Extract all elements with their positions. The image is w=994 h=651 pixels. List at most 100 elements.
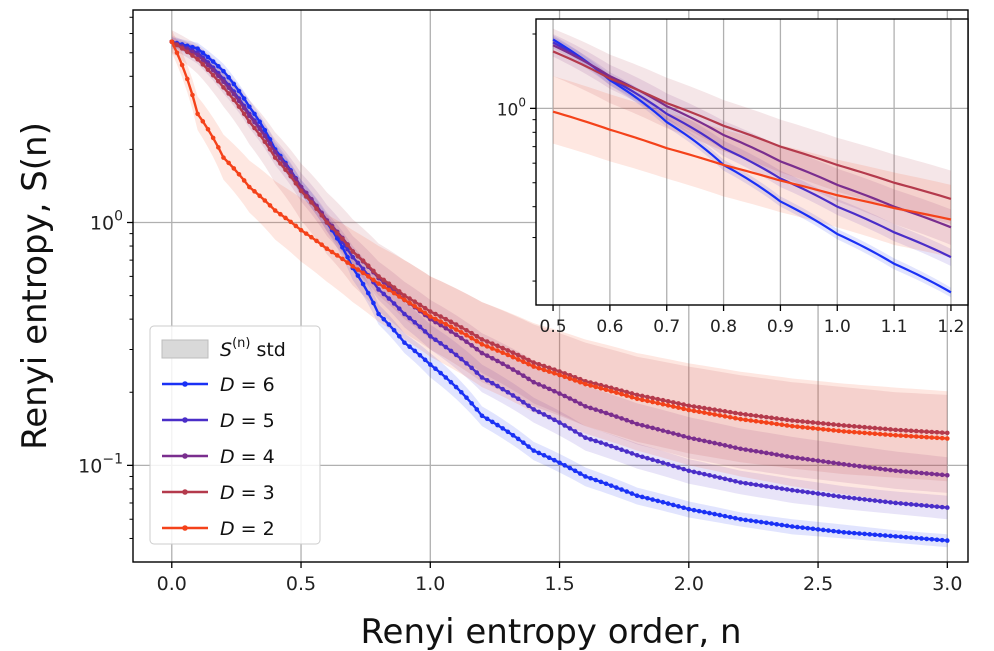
data-point-d3 bbox=[371, 268, 376, 274]
data-point-d4 bbox=[872, 465, 878, 471]
data-point-d4 bbox=[914, 470, 919, 475]
data-point-d5 bbox=[376, 287, 381, 292]
data-point-d6 bbox=[738, 516, 743, 522]
data-point-d5 bbox=[665, 462, 671, 467]
data-point-d3 bbox=[846, 423, 852, 429]
data-point-d2 bbox=[779, 422, 785, 428]
data-point-d6 bbox=[360, 281, 366, 287]
legend-value: 4 bbox=[263, 446, 275, 468]
data-point-d5 bbox=[934, 504, 940, 509]
data-point-d3 bbox=[696, 405, 702, 410]
data-point-d5 bbox=[350, 254, 356, 260]
data-point-d5 bbox=[712, 474, 717, 479]
data-point-d4 bbox=[619, 416, 624, 421]
data-point-d5 bbox=[500, 386, 505, 392]
inset-line-d3 bbox=[552, 50, 952, 200]
data-point-d6 bbox=[474, 407, 480, 412]
main-y-tick-label-base: 10 bbox=[90, 213, 114, 235]
data-point-d3 bbox=[888, 427, 893, 432]
data-point-d2 bbox=[381, 284, 387, 290]
data-point-d3 bbox=[945, 430, 950, 436]
data-point-d3 bbox=[805, 419, 811, 425]
data-point-d4 bbox=[608, 412, 614, 418]
inset-x-tick-label: 1.1 bbox=[881, 317, 908, 337]
data-point-d4 bbox=[851, 463, 857, 468]
data-point-d3 bbox=[283, 167, 288, 172]
data-point-d3 bbox=[210, 72, 216, 78]
data-point-d5 bbox=[717, 475, 723, 480]
data-point-d2 bbox=[557, 372, 562, 378]
data-point-d5 bbox=[402, 311, 407, 317]
data-point-d3 bbox=[784, 417, 790, 423]
data-point-d6 bbox=[934, 537, 940, 543]
data-point-d3 bbox=[241, 111, 247, 117]
data-point-d2 bbox=[216, 145, 221, 150]
data-point-d3 bbox=[448, 319, 454, 325]
main-y-tick-label: 100 bbox=[90, 209, 123, 235]
data-point-d3 bbox=[272, 155, 278, 160]
data-point-d5 bbox=[396, 306, 402, 311]
data-point-d3 bbox=[572, 374, 578, 380]
data-point-d2 bbox=[210, 135, 216, 141]
data-point-d4 bbox=[795, 455, 800, 461]
data-point-d5 bbox=[779, 486, 785, 491]
data-point-d2 bbox=[443, 321, 449, 327]
data-point-d2 bbox=[350, 264, 356, 269]
data-point-d2 bbox=[624, 393, 630, 398]
data-point-d2 bbox=[272, 208, 278, 213]
data-point-d3 bbox=[929, 429, 935, 435]
data-point-d2 bbox=[309, 234, 314, 240]
data-point-d3 bbox=[345, 242, 350, 248]
data-point-d4 bbox=[562, 393, 568, 399]
data-point-d5 bbox=[459, 356, 464, 362]
data-point-d2 bbox=[774, 421, 779, 427]
data-point-d6 bbox=[686, 506, 692, 512]
data-point-d2 bbox=[851, 429, 857, 435]
legend-label-d2: D = 2 bbox=[220, 518, 275, 540]
data-point-d3 bbox=[810, 420, 816, 425]
data-point-d3 bbox=[396, 289, 402, 294]
data-point-d6 bbox=[914, 535, 919, 541]
data-point-d2 bbox=[490, 346, 495, 351]
data-point-d6 bbox=[764, 520, 769, 526]
data-point-d6 bbox=[836, 529, 842, 535]
data-point-d6 bbox=[345, 254, 350, 260]
main-x-tick-label: 3.0 bbox=[932, 573, 962, 595]
data-point-d6 bbox=[603, 481, 609, 487]
data-point-d4 bbox=[515, 370, 521, 375]
data-point-d2 bbox=[298, 227, 304, 233]
data-point-d3 bbox=[412, 299, 418, 304]
data-point-d5 bbox=[908, 502, 914, 507]
data-point-d2 bbox=[179, 62, 185, 68]
data-point-d3 bbox=[278, 161, 283, 166]
data-point-d6 bbox=[722, 513, 728, 519]
data-point-d2 bbox=[546, 369, 552, 374]
data-point-d3 bbox=[882, 426, 888, 432]
data-point-d4 bbox=[634, 421, 640, 427]
data-point-d4 bbox=[531, 379, 536, 385]
data-point-d6 bbox=[448, 379, 454, 385]
data-point-d3 bbox=[443, 316, 449, 322]
legend-std-text: std bbox=[256, 339, 285, 361]
data-point-d2 bbox=[427, 314, 433, 319]
data-point-d4 bbox=[924, 471, 929, 476]
data-point-d2 bbox=[934, 435, 940, 441]
data-point-d6 bbox=[355, 273, 361, 278]
data-point-d5 bbox=[427, 333, 433, 339]
data-point-d4 bbox=[779, 453, 785, 458]
data-point-d3 bbox=[557, 369, 562, 374]
data-point-d6 bbox=[743, 517, 748, 523]
data-point-d6 bbox=[831, 528, 836, 534]
data-point-d2 bbox=[712, 412, 717, 417]
data-point-d4 bbox=[893, 468, 898, 474]
data-point-d3 bbox=[629, 391, 635, 396]
data-point-d6 bbox=[391, 327, 397, 333]
data-point-d2 bbox=[789, 423, 795, 429]
data-point-d3 bbox=[774, 416, 779, 421]
data-point-d3 bbox=[515, 352, 521, 358]
data-point-d6 bbox=[598, 479, 604, 485]
data-point-d3 bbox=[267, 147, 273, 152]
data-point-d3 bbox=[686, 403, 692, 409]
